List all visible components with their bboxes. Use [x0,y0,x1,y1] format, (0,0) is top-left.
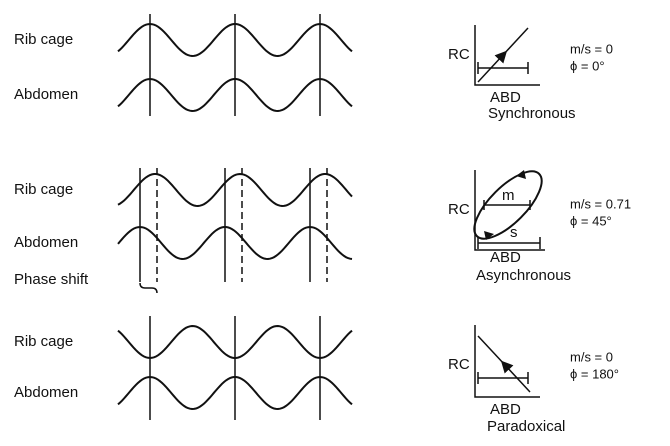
wave [117,324,353,360]
axis-label: ABD [490,249,521,266]
ratio: m/s = 0.71 [570,196,631,211]
m-label: m [502,187,515,204]
shift-label: Phase shift [14,271,89,288]
m-bar [483,200,531,210]
axis-label: ABD [490,89,521,106]
s-bar [477,237,541,249]
loop-arrows [484,170,526,240]
wave-label: Abdomen [14,86,78,103]
bar [477,62,529,74]
ratio: m/s = 0 [570,41,613,56]
axis-label: RC [448,201,470,218]
wave [117,225,353,261]
ratio: m/s = 0 [570,349,613,364]
caption: Asynchronous [476,267,571,284]
wave-label: Rib cage [14,333,73,350]
brace [139,282,158,294]
wave-label: Rib cage [14,181,73,198]
phase: ϕ = 45° [570,213,612,228]
axis-label: ABD [490,401,521,418]
wave-label: Rib cage [14,31,73,48]
axes [474,170,545,251]
wave-label: Abdomen [14,384,78,401]
wave-label: Abdomen [14,234,78,251]
axes [474,325,540,398]
axis-label: RC [448,356,470,373]
axes [474,25,540,86]
phase: ϕ = 0° [570,58,605,73]
phase: ϕ = 180° [570,366,619,381]
bar [477,372,529,384]
loop [473,170,543,240]
wave [117,172,353,208]
wave [117,77,353,113]
wave [117,375,353,411]
caption: Synchronous [488,105,576,122]
loop-line [477,335,506,366]
loop-line [502,27,529,56]
axis-label: RC [448,46,470,63]
caption: Paradoxical [487,418,565,435]
s-label: s [510,224,518,241]
wave [117,22,353,58]
